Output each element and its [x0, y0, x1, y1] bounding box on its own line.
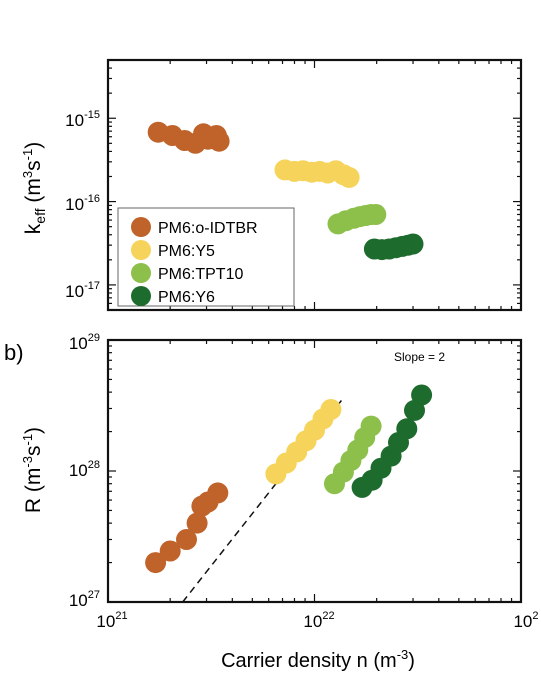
bottom-series-tpt10 [324, 415, 382, 495]
top-ytick-label-1e-17: 10-17 [65, 280, 100, 301]
slope-annotation: Slope = 2 [394, 350, 445, 364]
legend-entry-y6: PM6:Y6 [131, 286, 215, 306]
legend-label-y5: PM6:Y5 [158, 243, 215, 260]
bottom-ytick-label-1e27: 1027 [69, 589, 100, 610]
top-ytick-label-1e-15: 10-15 [65, 109, 100, 130]
bottom-point-o-idtbr [207, 482, 229, 504]
bottom-point-o-idtbr [176, 529, 197, 550]
top-point-tpt10 [365, 204, 387, 225]
legend-label-tpt10: PM6:TPT10 [158, 266, 243, 283]
legend-marker-o-idtbr [131, 217, 151, 237]
legend-entry-o-idtbr: PM6:o-IDTBR [131, 217, 258, 237]
slope-reference-line [182, 400, 342, 603]
bottom-point-y6 [396, 418, 418, 440]
bottom-point-o-idtbr [159, 540, 181, 562]
bottom-data-marks [145, 384, 433, 574]
top-series-tpt10 [327, 204, 387, 235]
top-series-y6 [363, 233, 424, 261]
bottom-ytick-label-1e29: 1029 [69, 332, 100, 353]
bottom-series-o-idtbr [145, 482, 229, 574]
bottom-xtick-label-1e22: 1022 [303, 610, 334, 631]
top-series-y5 [274, 159, 360, 188]
top-data-marks [147, 121, 424, 261]
bottom-ylabel: R (m-3s-1) [20, 427, 45, 513]
legend-marker-y6 [131, 286, 151, 306]
legend-marker-y5 [131, 240, 151, 260]
panel-top-keff: 10-15 10-16 10-17 keff (m3s-1) PM6:o-IDT… [20, 58, 523, 312]
bottom-point-tpt10 [360, 415, 382, 437]
bottom-plot-frame [106, 338, 523, 604]
panel-b-label: b) [4, 340, 24, 365]
top-ylabel: keff (m3s-1) [20, 142, 48, 234]
panel-bottom-recombination: Slope = 2 1029 1028 1027 1021 1022 102 R… [20, 332, 539, 672]
top-point-y6 [402, 233, 424, 255]
bottom-xtick-label-1e21: 1021 [96, 610, 127, 631]
top-ytick-label-1e-16: 10-16 [65, 193, 100, 214]
legend-marker-tpt10 [131, 263, 151, 283]
legend-label-y6: PM6:Y6 [158, 289, 215, 306]
top-point-y5 [338, 166, 360, 188]
bottom-point-o-idtbr [145, 552, 167, 574]
bottom-ytick-label-1e28: 1028 [69, 459, 100, 480]
legend: PM6:o-IDTBR PM6:Y5 PM6:TPT10 PM6:Y6 [117, 207, 295, 307]
top-point-o-idtbr [208, 130, 230, 152]
bottom-series-y5 [265, 399, 342, 485]
bottom-point-o-idtbr [186, 512, 208, 534]
legend-entry-y5: PM6:Y5 [131, 240, 215, 260]
bottom-series-y6 [351, 384, 433, 498]
top-series-o-idtbr [147, 121, 230, 154]
legend-label-o-idtbr: PM6:o-IDTBR [158, 220, 258, 237]
bottom-xlabel: Carrier density n (m-3) [221, 647, 415, 672]
bottom-axis-ticks [107, 339, 522, 603]
top-axis-ticks [107, 59, 522, 311]
bottom-point-y6 [411, 384, 433, 406]
bottom-point-y5 [320, 399, 342, 420]
legend-entry-tpt10: PM6:TPT10 [131, 263, 243, 283]
bottom-xtick-label-1e23: 102 [513, 610, 538, 631]
